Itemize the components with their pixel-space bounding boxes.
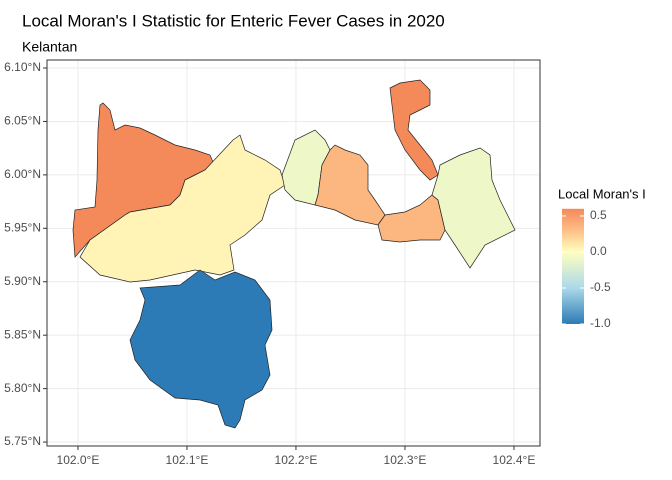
x-tick-label: 102.1°E [166,453,209,467]
y-tick-label: 5.75°N [4,434,41,448]
colorbar-label: -1.0 [590,316,611,330]
colorbar-label: -0.5 [590,280,611,294]
y-tick-label: 6.10°N [4,60,41,74]
region [129,269,273,429]
x-tick-label: 102.2°E [275,453,318,467]
region [389,79,439,181]
x-tick-label: 102.0°E [57,453,100,467]
region [377,194,446,243]
region [431,147,516,269]
colorbar-label: 0.5 [590,208,607,222]
colorbar [562,208,584,324]
y-tick-label: 5.85°N [4,327,41,341]
x-tick-label: 102.4°E [493,453,536,467]
panel-border [46,59,541,447]
legend-title: Local Moran's I [558,186,646,201]
y-tick-label: 6.05°N [4,114,41,128]
y-tick-label: 5.80°N [4,381,41,395]
x-tick-label: 102.3°E [384,453,427,467]
y-tick-label: 5.90°N [4,274,41,288]
colorbar-label: 0.0 [590,244,607,258]
y-tick-label: 6.00°N [4,167,41,181]
y-tick-label: 5.95°N [4,220,41,234]
region [314,144,386,226]
chart-subtitle: Kelantan [22,39,77,55]
chart-title: Local Moran's I Statistic for Enteric Fe… [22,11,445,30]
